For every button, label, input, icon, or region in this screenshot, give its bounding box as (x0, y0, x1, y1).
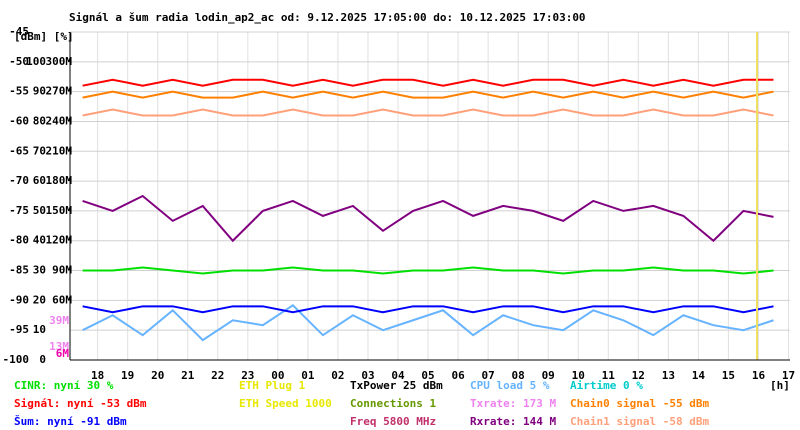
x-tick-label: 08 (512, 369, 525, 382)
x-tick-label: 02 (331, 369, 344, 382)
legend-item: CINR: nyní 30 % (14, 379, 114, 392)
x-tick-label: 10 (572, 369, 585, 382)
y-tick-label: -65 (9, 144, 29, 157)
x-tick-label: 23 (241, 369, 254, 382)
x-tick-label: 05 (421, 369, 434, 382)
legend-item: TxPower 25 dBm (350, 379, 443, 392)
legend-item: ETH Speed 1000 (239, 397, 332, 410)
chart-title: Signál a šum radia lodin_ap2_ac od: 9.12… (69, 11, 586, 24)
legend-item: Txrate: 173 M (470, 397, 556, 410)
y3-tick-label: 30 (33, 264, 46, 277)
series-line (82, 266, 774, 275)
y2-tick-label: 150M (46, 204, 73, 217)
x-tick-label: 22 (211, 369, 224, 382)
x-tick-label: 06 (451, 369, 465, 382)
legend-item: Airtime 0 % (570, 379, 643, 392)
legend-item: Chain0 signal -55 dBm (570, 397, 709, 410)
y-tick-label: -55 (9, 85, 29, 98)
y-tick-label: -50 (9, 55, 29, 68)
plot (82, 78, 774, 342)
x-tick-label: 03 (361, 369, 374, 382)
y3-tick-label: 20 (33, 293, 46, 306)
y2-tick-label: 270M (46, 85, 73, 98)
y-tick-label: -75 (9, 204, 29, 217)
x-tick-label: 20 (151, 369, 164, 382)
y2-tick-label: 180M (46, 174, 73, 187)
legend-item: Šum: nyní -91 dBm (14, 415, 127, 428)
legend-item: ETH Plug 1 (239, 379, 306, 392)
legend-item: Chain1 signal -58 dBm (570, 415, 709, 428)
y3-tick-label: 10 (33, 323, 46, 336)
y2-annotation: 13M (49, 340, 69, 353)
y2-tick-label: 120M (46, 234, 73, 247)
y3-tick-label: 80 (33, 114, 46, 127)
x-tick-label: 09 (542, 369, 555, 382)
y3-tick-label: 100 (26, 55, 46, 68)
y3-tick-label: 60 (33, 174, 46, 187)
x-tick-label: 11 (602, 369, 616, 382)
legend-item: CPU load 5 % (470, 379, 550, 392)
series-line (82, 305, 774, 314)
x-tick-label: 14 (692, 369, 706, 382)
x-tick-label: 01 (301, 369, 315, 382)
y2-tick-label: 90M (52, 264, 72, 277)
y-tick-label: -80 (9, 234, 29, 247)
x-tick-label: 04 (391, 369, 405, 382)
axis-header: [dBm] [%] (14, 30, 74, 43)
x-tick-label: 21 (181, 369, 195, 382)
series-line (82, 108, 774, 117)
series-line (82, 194, 774, 243)
legend-item: Rxrate: 144 M (470, 415, 556, 428)
y-tick-label: -90 (9, 293, 29, 306)
series-line (82, 78, 774, 87)
y3-tick-label: 50 (33, 204, 46, 217)
y3-tick-label: 40 (33, 234, 46, 247)
y-tick-label: -85 (9, 264, 29, 277)
y3-tick-label: 90 (33, 85, 46, 98)
x-tick-label: 07 (481, 369, 494, 382)
x-tick-label: 00 (271, 369, 284, 382)
x-tick-label: 12 (632, 369, 645, 382)
y-tick-label: -60 (9, 114, 29, 127)
x-tick-label: 13 (662, 369, 675, 382)
y2-tick-label: 300M (46, 55, 73, 68)
x-tick-label: 19 (121, 369, 134, 382)
x-tick-label: 15 (722, 369, 735, 382)
legend-item: Freq 5800 MHz (350, 415, 436, 428)
y2-tick-label: 240M (46, 114, 73, 127)
y2-tick-label: 210M (46, 144, 73, 157)
y-tick-label: -45 (9, 25, 29, 38)
x-unit: [h] (770, 379, 790, 392)
y3-tick-label: 70 (33, 144, 46, 157)
series-line (82, 304, 774, 342)
x-tick-label: 16 (752, 369, 766, 382)
y2-annotation: 6M (56, 347, 70, 360)
legend-item: Signál: nyní -53 dBm (14, 397, 147, 410)
legend-item: Connections 1 (350, 397, 436, 410)
x-tick-label: 18 (91, 369, 104, 382)
y2-tick-label: 60M (52, 293, 72, 306)
y-tick-label: -95 (9, 323, 29, 336)
y3-tick-label: 0 (39, 353, 46, 366)
x-tick-label: 17 (782, 369, 795, 382)
y2-annotation: 39M (49, 314, 69, 327)
y-tick-label: -100 (3, 353, 30, 366)
series-line (82, 90, 774, 99)
y-tick-label: -70 (9, 174, 29, 187)
